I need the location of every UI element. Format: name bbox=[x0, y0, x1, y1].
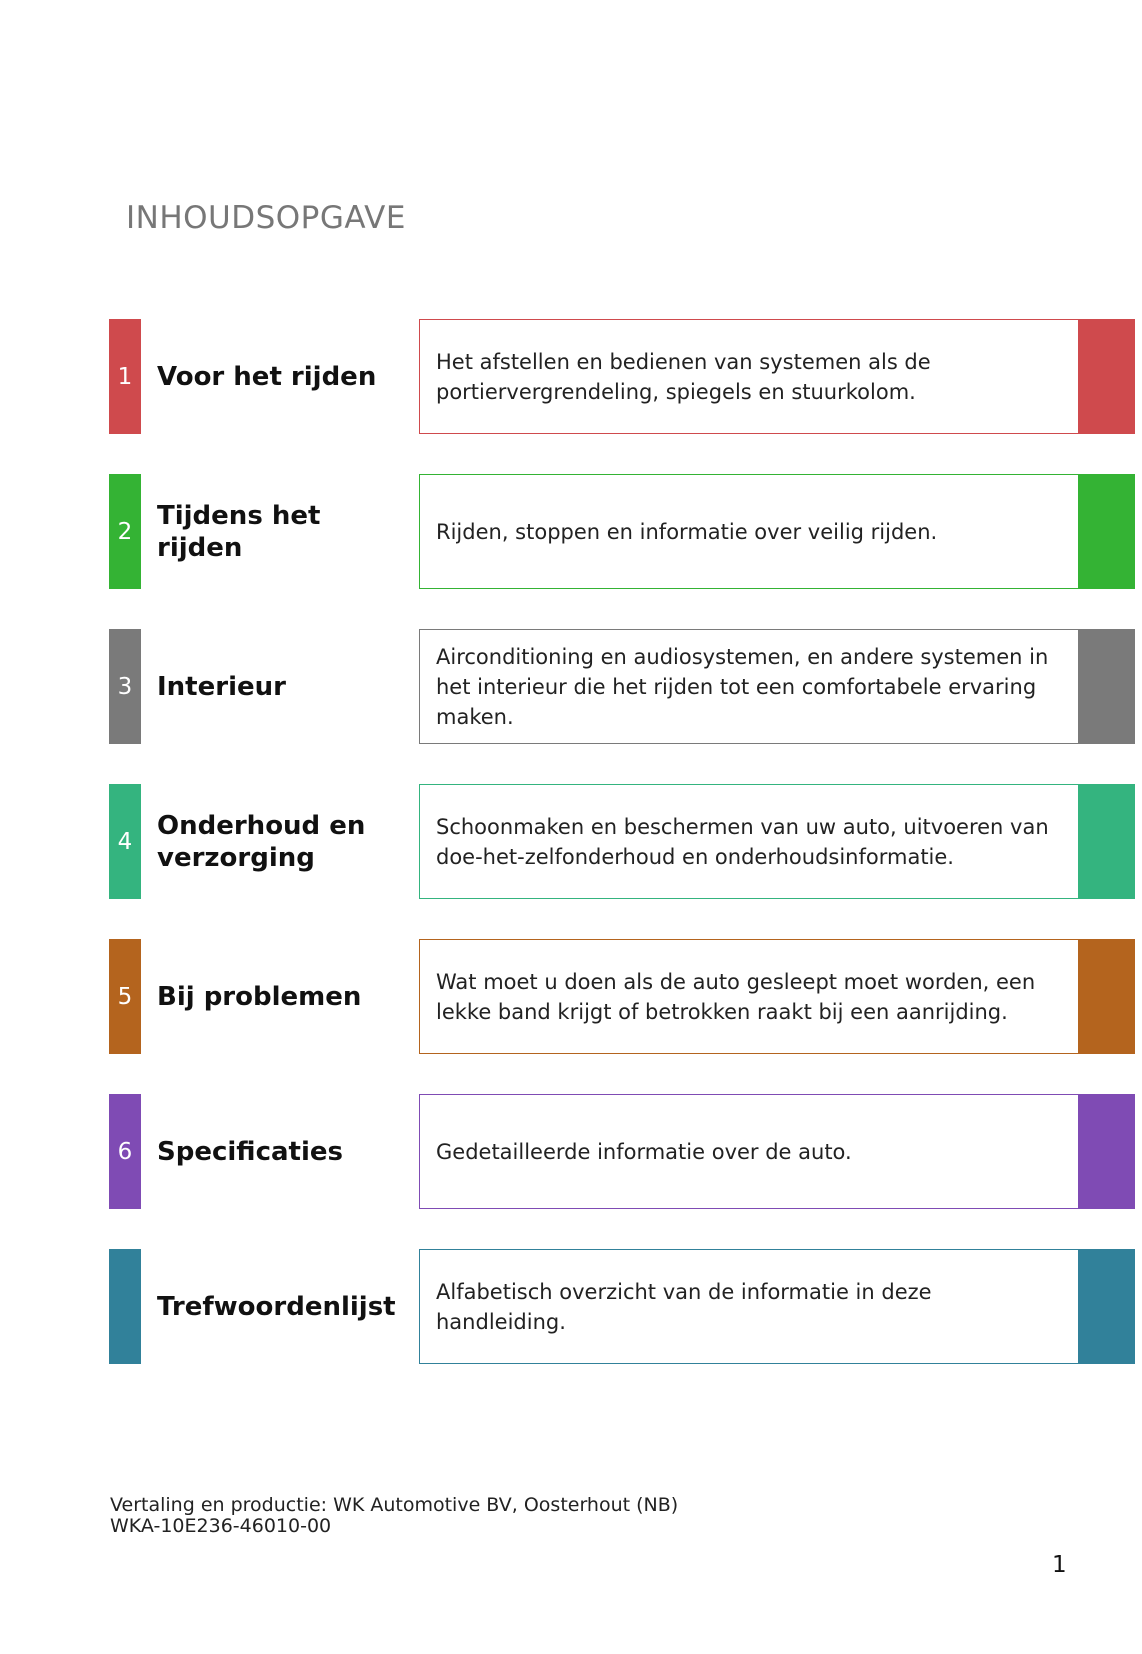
side-tab bbox=[1078, 319, 1135, 434]
footer-credit: Vertaling en productie: WK Automotive BV… bbox=[110, 1494, 679, 1516]
section-description: Alfabetisch overzicht van de informatie … bbox=[436, 1279, 932, 1334]
section-name: Voor het rijden bbox=[157, 361, 377, 392]
section-name: Specificaties bbox=[157, 1136, 343, 1167]
section-row: 3 Interieur Airconditioning en audiosystem… bbox=[0, 629, 1142, 744]
section-row: 5 Bij problemen Wat moet u doen als de aut… bbox=[0, 939, 1142, 1054]
description-box: Alfabetisch overzicht van de informatie … bbox=[419, 1249, 1078, 1364]
footer-code: WKA-10E236-46010-00 bbox=[110, 1515, 332, 1537]
section-description: Schoonmaken en beschermen van uw auto, u… bbox=[436, 814, 1049, 869]
side-tab bbox=[1078, 1094, 1135, 1209]
section-row: 4 Onderhoud en verzorging Schoonmaken en b… bbox=[0, 784, 1142, 899]
section-row: 6 Specificaties Gedetailleerde informatie … bbox=[0, 1094, 1142, 1209]
section-row: 1 Voor het rijden Het afstellen en bediene… bbox=[0, 319, 1142, 434]
section-description: Airconditioning en audiosystemen, en and… bbox=[436, 644, 1049, 729]
page-number: 1 bbox=[1052, 1552, 1067, 1578]
section-name: Tijdens het rijden bbox=[157, 500, 321, 563]
description-box: Wat moet u doen als de auto gesleept moe… bbox=[419, 939, 1078, 1054]
section-tab: 4 bbox=[109, 784, 141, 899]
section-tab: 6 bbox=[109, 1094, 141, 1209]
section-tab: 1 bbox=[109, 319, 141, 434]
side-tab bbox=[1078, 629, 1135, 744]
description-box: Het afstellen en bedienen van systemen a… bbox=[419, 319, 1078, 434]
page-title: INHOUDSOPGAVE bbox=[126, 200, 406, 236]
section-tab bbox=[109, 1249, 141, 1364]
section-description: Rijden, stoppen en informatie over veili… bbox=[436, 519, 938, 544]
side-tab bbox=[1078, 939, 1135, 1054]
description-box: Schoonmaken en beschermen van uw auto, u… bbox=[419, 784, 1078, 899]
section-name: Trefwoordenlijst bbox=[157, 1291, 396, 1322]
side-tab bbox=[1078, 1249, 1135, 1364]
section-name: Bij problemen bbox=[157, 981, 362, 1012]
section-row: 2 Tijdens het rijden Rijden, stoppen en in… bbox=[0, 474, 1142, 589]
section-tab: 2 bbox=[109, 474, 141, 589]
section-row: Trefwoordenlijst Alfabetisch overzicht va… bbox=[0, 1249, 1142, 1364]
description-box: Airconditioning en audiosystemen, en and… bbox=[419, 629, 1078, 744]
description-box: Rijden, stoppen en informatie over veili… bbox=[419, 474, 1078, 589]
section-description: Gedetailleerde informatie over de auto. bbox=[436, 1139, 852, 1164]
section-description: Het afstellen en bedienen van systemen a… bbox=[436, 349, 931, 404]
side-tab bbox=[1078, 474, 1135, 589]
section-name: Onderhoud en verzorging bbox=[157, 810, 366, 873]
section-name: Interieur bbox=[157, 671, 286, 702]
section-description: Wat moet u doen als de auto gesleept moe… bbox=[436, 969, 1036, 1024]
side-tab bbox=[1078, 784, 1135, 899]
section-tab: 5 bbox=[109, 939, 141, 1054]
section-tab: 3 bbox=[109, 629, 141, 744]
description-box: Gedetailleerde informatie over de auto. bbox=[419, 1094, 1078, 1209]
